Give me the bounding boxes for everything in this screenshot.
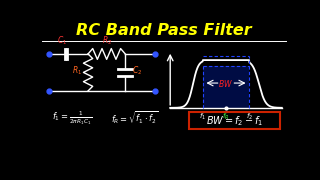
Text: $C_1$: $C_1$ — [57, 35, 68, 47]
Text: $f_R$: $f_R$ — [222, 112, 230, 122]
Text: $BW$: $BW$ — [219, 78, 234, 89]
Text: $R_1$: $R_1$ — [72, 65, 82, 77]
Text: $f_1$: $f_1$ — [199, 112, 206, 122]
Text: RC Band Pass Filter: RC Band Pass Filter — [76, 23, 252, 38]
Bar — [189, 112, 280, 129]
Text: $C_2$: $C_2$ — [132, 65, 142, 77]
Text: $f_2$: $f_2$ — [246, 112, 253, 122]
Text: $BW = f_2 - f_1$: $BW = f_2 - f_1$ — [206, 114, 263, 128]
Text: $f_1 = \frac{1}{2\pi R_1 C_1}$: $f_1 = \frac{1}{2\pi R_1 C_1}$ — [52, 109, 93, 127]
Text: $f_R = \sqrt{f_1 \cdot f_2}$: $f_R = \sqrt{f_1 \cdot f_2}$ — [111, 110, 158, 126]
Polygon shape — [203, 66, 249, 108]
Text: $R_2$: $R_2$ — [101, 35, 112, 47]
